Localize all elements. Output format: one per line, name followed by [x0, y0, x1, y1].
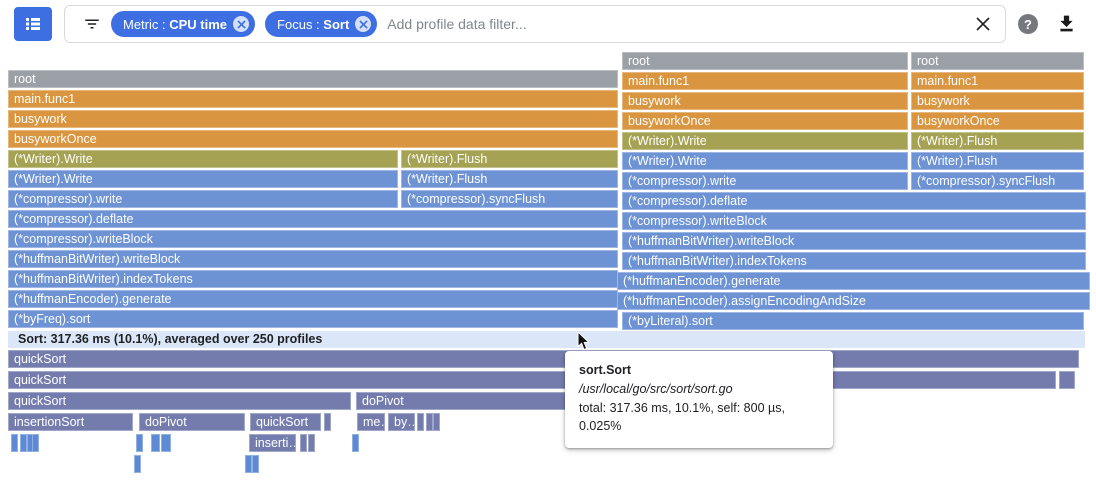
flame-bar[interactable]: (*compressor).deflate	[8, 210, 618, 228]
filter-chip-metric[interactable]: Metric : CPU time	[111, 11, 256, 37]
flame-bar[interactable]: quickSort	[8, 392, 351, 410]
flame-bar[interactable]: (*huffmanEncoder).assignEncodingAndSize	[617, 292, 1090, 310]
flame-bar[interactable]	[300, 434, 307, 452]
flame-bar[interactable]: busyworkOnce	[911, 112, 1084, 130]
flame-bar[interactable]	[417, 413, 424, 431]
chip-prefix: Focus :	[277, 16, 320, 32]
flame-bar[interactable]	[433, 413, 440, 431]
flame-bar[interactable]: (*huffmanEncoder).generate	[617, 272, 1090, 290]
chip-close-icon[interactable]	[233, 16, 250, 32]
filter-list-icon	[83, 15, 101, 33]
flame-bar[interactable]: (*compressor).write	[622, 172, 908, 190]
flame-bar[interactable]: (*compressor).writeBlock	[622, 212, 1086, 230]
flame-bar[interactable]: inserti…	[249, 434, 296, 452]
flame-bar[interactable]: (*compressor).write	[8, 190, 398, 208]
flame-bar[interactable]: root	[911, 52, 1084, 70]
flame-bar[interactable]	[1059, 371, 1075, 389]
flame-bar[interactable]	[151, 434, 160, 452]
tooltip-detail: total: 317.36 ms, 10.1%, self: 800 µs, 0…	[579, 400, 785, 434]
flame-bar[interactable]: main.func1	[911, 72, 1084, 90]
chip-value: Sort	[323, 16, 350, 32]
filter-bar[interactable]: Metric : CPU time Focus : Sort	[64, 5, 1006, 43]
tooltip-source-path: /usr/local/go/src/sort/sort.go	[579, 381, 733, 396]
flame-bar[interactable]: (*compressor).deflate	[622, 192, 1086, 210]
toolbar: Metric : CPU time Focus : Sort ?	[0, 0, 1096, 48]
help-button[interactable]: ?	[1018, 14, 1038, 34]
clear-filter-icon[interactable]	[975, 16, 991, 32]
flame-bar[interactable]: (*Writer).Flush	[911, 132, 1084, 150]
flame-bar[interactable]	[252, 455, 259, 473]
flame-bar[interactable]: (*huffmanBitWriter).indexTokens	[8, 270, 618, 288]
flame-bar[interactable]: (*huffmanBitWriter).writeBlock	[622, 232, 1086, 250]
chip-close-icon[interactable]	[355, 16, 372, 32]
flame-bar[interactable]	[136, 434, 143, 452]
flame-bar[interactable]: (*huffmanEncoder).generate	[8, 290, 618, 308]
flame-bar[interactable]: busywork	[8, 110, 618, 128]
flame-bar[interactable]	[32, 434, 39, 452]
flame-bar[interactable]	[20, 434, 27, 452]
download-button[interactable]	[1056, 13, 1077, 34]
flame-bar[interactable]: busywork	[622, 92, 908, 110]
flame-bar[interactable]: main.func1	[622, 72, 908, 90]
flame-bar[interactable]: insertionSort	[8, 413, 133, 431]
flame-bar[interactable]: busyworkOnce	[622, 112, 908, 130]
flame-bar[interactable]	[134, 455, 141, 473]
menu-button[interactable]	[14, 7, 52, 41]
flame-bar[interactable]: (*huffmanBitWriter).indexTokens	[622, 252, 1086, 270]
flame-bar[interactable]: quickSort	[8, 350, 1079, 368]
flame-bar[interactable]: root	[622, 52, 908, 70]
flame-bar[interactable]: (*byFreq).sort	[8, 310, 618, 328]
flame-bar[interactable]: (*Writer).Write	[8, 150, 398, 168]
mouse-cursor	[577, 330, 591, 357]
chip-prefix: Metric :	[123, 16, 166, 32]
flame-bar[interactable]: (*huffmanBitWriter).writeBlock	[8, 250, 618, 268]
flame-bar[interactable]	[308, 434, 315, 452]
chip-value: CPU time	[169, 16, 228, 32]
flame-bar[interactable]: (*Writer).Flush	[401, 150, 618, 168]
flame-bar[interactable]	[161, 434, 171, 452]
flame-bar[interactable]: quickSort	[250, 413, 321, 431]
flame-bar[interactable]: (*Writer).Flush	[911, 152, 1084, 170]
flame-bar[interactable]: busywork	[911, 92, 1084, 110]
flame-bar[interactable]	[11, 434, 18, 452]
flame-bar[interactable]: (*compressor).syncFlush	[401, 190, 618, 208]
filter-chip-focus[interactable]: Focus : Sort	[265, 11, 378, 37]
flame-bar[interactable]: main.func1	[8, 90, 618, 108]
frame-tooltip: sort.Sort /usr/local/go/src/sort/sort.go…	[565, 351, 833, 448]
flame-bar[interactable]: (*Writer).Write	[8, 170, 398, 188]
flame-bar[interactable]	[245, 455, 252, 473]
flame-bar[interactable]	[352, 434, 359, 452]
flame-bar[interactable]: (*compressor).syncFlush	[911, 172, 1084, 190]
selection-status-line: Sort: 317.36 ms (10.1%), averaged over 2…	[8, 331, 1085, 348]
download-icon	[1056, 13, 1077, 34]
filter-input[interactable]	[387, 16, 965, 32]
flame-bar[interactable]: quickSort	[8, 371, 1056, 389]
flame-bar[interactable]: (*Writer).Write	[622, 132, 908, 150]
flame-bar[interactable]	[324, 413, 331, 431]
flame-bar[interactable]: (*Writer).Write	[622, 152, 908, 170]
flame-bar[interactable]: root	[8, 70, 618, 88]
flame-bar[interactable]: doPivot	[139, 413, 245, 431]
view-list-icon	[23, 14, 43, 34]
flame-bar[interactable]: me…	[357, 413, 385, 431]
flame-bar[interactable]: (*Writer).Flush	[401, 170, 618, 188]
tooltip-function-name: sort.Sort	[579, 363, 632, 377]
flame-bar[interactable]: busyworkOnce	[8, 130, 618, 148]
flame-bar[interactable]: (*compressor).writeBlock	[8, 230, 618, 248]
flame-bar[interactable]	[426, 413, 433, 431]
flame-bar[interactable]: by…	[388, 413, 415, 431]
flame-bar[interactable]: (*byLiteral).sort	[622, 312, 1084, 330]
